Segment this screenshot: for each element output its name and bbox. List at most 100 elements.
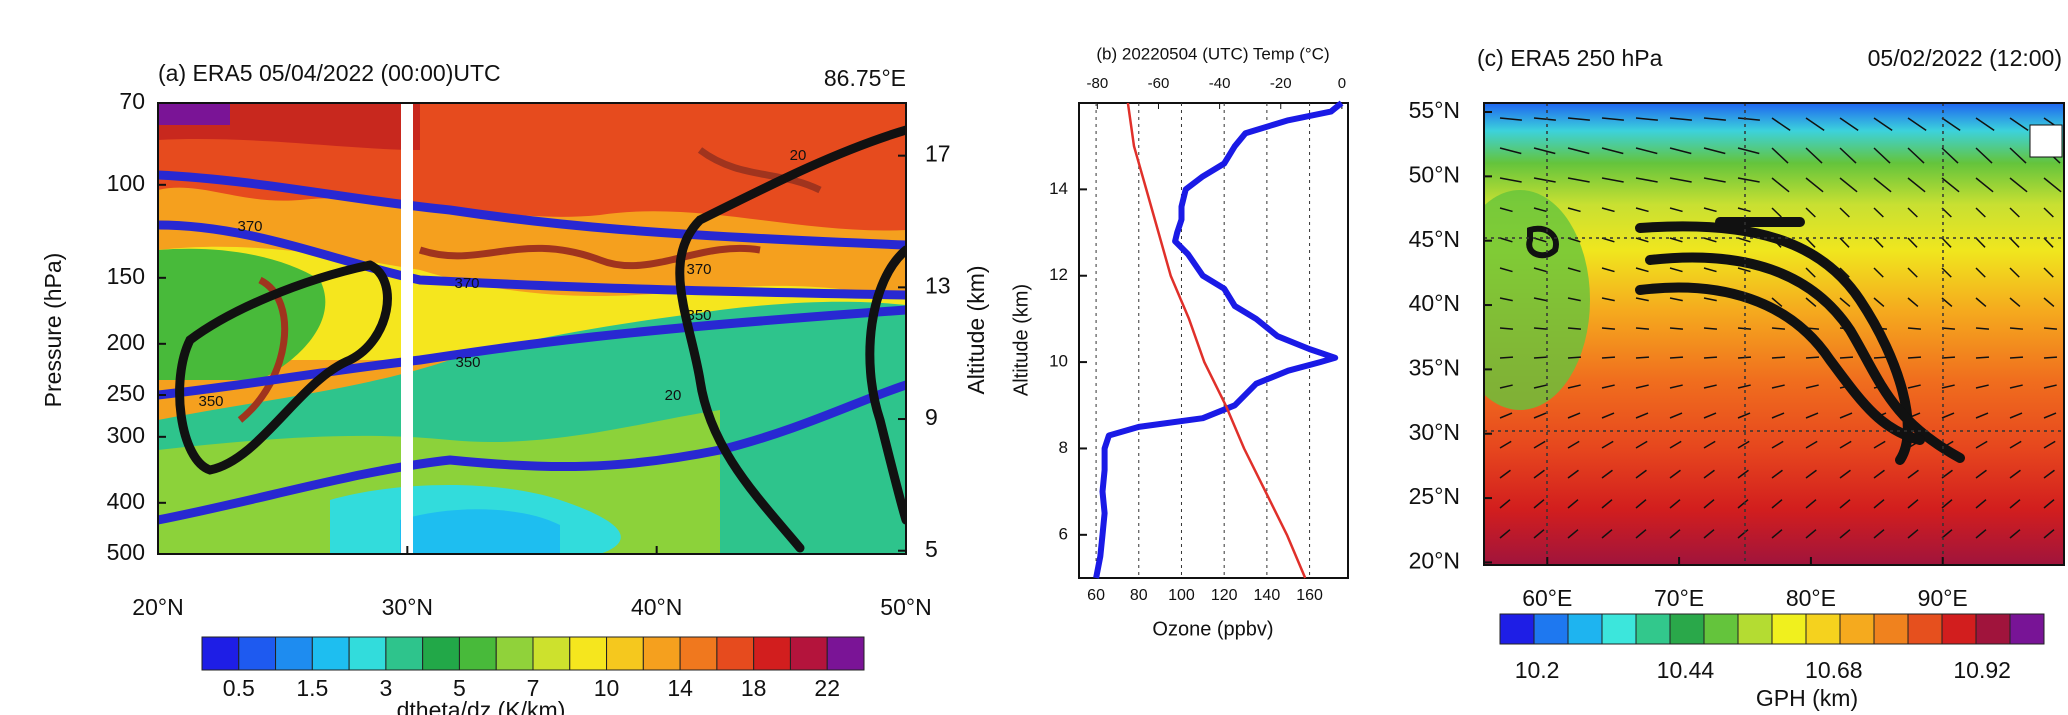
wind-vector (1805, 412, 1819, 419)
wind-vector (1941, 327, 1956, 330)
field (400, 509, 560, 554)
wind-vector (1907, 237, 1918, 248)
wind-vector (1669, 117, 1692, 121)
wind-vector (1907, 207, 1918, 218)
field-a (158, 103, 906, 554)
colorbar-box (275, 636, 313, 671)
colorbar-box (789, 636, 828, 671)
wind-vector (1703, 177, 1726, 183)
wind-vector (1635, 529, 1647, 539)
wind-vector (1737, 384, 1751, 389)
wind-vector (1907, 147, 1925, 164)
contour-label: 370 (237, 218, 262, 235)
contour-label: 370 (454, 275, 479, 292)
wind-vector (1567, 297, 1581, 302)
wind-vector (1907, 469, 1919, 479)
wind-vector (1635, 356, 1650, 359)
colorbar-box (716, 636, 755, 671)
wind-vector (1873, 177, 1892, 193)
wind-vector (1839, 117, 1859, 132)
wind-vector (1601, 440, 1614, 449)
wind-vector (1975, 529, 1987, 539)
colorbar-box (1499, 613, 1535, 645)
colorbar-tick-label: 22 (814, 675, 840, 701)
wind-vector (2009, 117, 2029, 132)
contour-label: 350 (198, 393, 223, 410)
colorbar-box (606, 636, 644, 671)
colorbar-box (679, 636, 718, 671)
y-tick-label: 200 (107, 329, 145, 355)
annotation: 86.75°E (824, 65, 906, 91)
wind-vector (1907, 499, 1919, 509)
contour (158, 380, 906, 525)
x2-tick-label: -60 (1148, 75, 1170, 92)
y-tick-label: 500 (107, 539, 145, 565)
wind-vector (1771, 499, 1783, 509)
wind-vector (1669, 207, 1683, 213)
wind-vector (1669, 356, 1684, 359)
wind-vector (1737, 117, 1760, 121)
y-tick-label: 20°N (1409, 548, 1460, 574)
contour (418, 244, 761, 270)
trajectory (1645, 252, 1965, 463)
wind-vector (1499, 147, 1522, 155)
colorbar-tick-label: 18 (741, 675, 767, 701)
wind-vector (1771, 207, 1782, 218)
wind-vector (1975, 147, 1993, 164)
colorbar-box (422, 636, 460, 671)
wind-vector (2043, 440, 2056, 449)
wind-vector (1805, 469, 1817, 479)
wind-vector (1941, 267, 1952, 278)
wind-vector (1737, 147, 1760, 155)
x2-tick-label: -40 (1209, 75, 1231, 92)
graticule (1484, 103, 2064, 565)
wind-vector (1839, 412, 1853, 419)
x-tick-label: 80°E (1786, 585, 1836, 611)
wind-vector (2009, 237, 2020, 248)
frame-c (1483, 102, 2065, 566)
wind-vector (1805, 177, 1824, 193)
wind-vector (1873, 356, 1888, 359)
wind-vector (1975, 412, 1989, 419)
wind-vector (1499, 440, 1512, 449)
wind-vector (1669, 147, 1692, 155)
y2-tick-label: 13 (925, 272, 951, 298)
colorbar-tick-label: 10.68 (1805, 657, 1863, 683)
wind-vector (1601, 412, 1615, 419)
wind-vector (1635, 267, 1649, 273)
wind-vector (1805, 147, 1823, 164)
x-tick-label: 120 (1211, 587, 1238, 604)
wind-vector (1703, 412, 1717, 419)
colorbar-box (1737, 613, 1773, 645)
y-tick-label: 14 (1049, 179, 1068, 198)
wind-vector (1839, 237, 1850, 248)
wind-vector (1669, 412, 1683, 419)
x-tick-label: 30°N (382, 594, 433, 620)
wind-vector (1703, 297, 1717, 302)
wind-vector (1805, 499, 1817, 509)
x-tick-label: 90°E (1918, 585, 1968, 611)
wind-vector (1941, 384, 1955, 389)
wind-vector (1907, 297, 1919, 307)
wind-vector (1567, 147, 1590, 155)
y-tick-label: 70 (119, 88, 145, 114)
y-tick-label: 250 (107, 380, 145, 406)
wind-vector (1907, 117, 1927, 132)
contour (158, 170, 906, 250)
x-tick-label: 100 (1168, 587, 1195, 604)
wind-vector (1941, 529, 1953, 539)
wind-vector (2043, 207, 2054, 218)
colorbar-box (1907, 613, 1943, 645)
wind-vector (1669, 327, 1684, 330)
wind-vector (1805, 297, 1817, 307)
wind-vector (1839, 499, 1851, 509)
wind-vector (2009, 356, 2024, 359)
wind-vector (1635, 117, 1658, 121)
wind-vector (1567, 207, 1581, 213)
wind-vector (1873, 207, 1884, 218)
trajectory (1635, 282, 1925, 445)
wind-vector (1975, 469, 1987, 479)
wind-vector (2009, 177, 2028, 193)
wind-vector (1601, 327, 1616, 330)
field-c (1484, 103, 2064, 565)
